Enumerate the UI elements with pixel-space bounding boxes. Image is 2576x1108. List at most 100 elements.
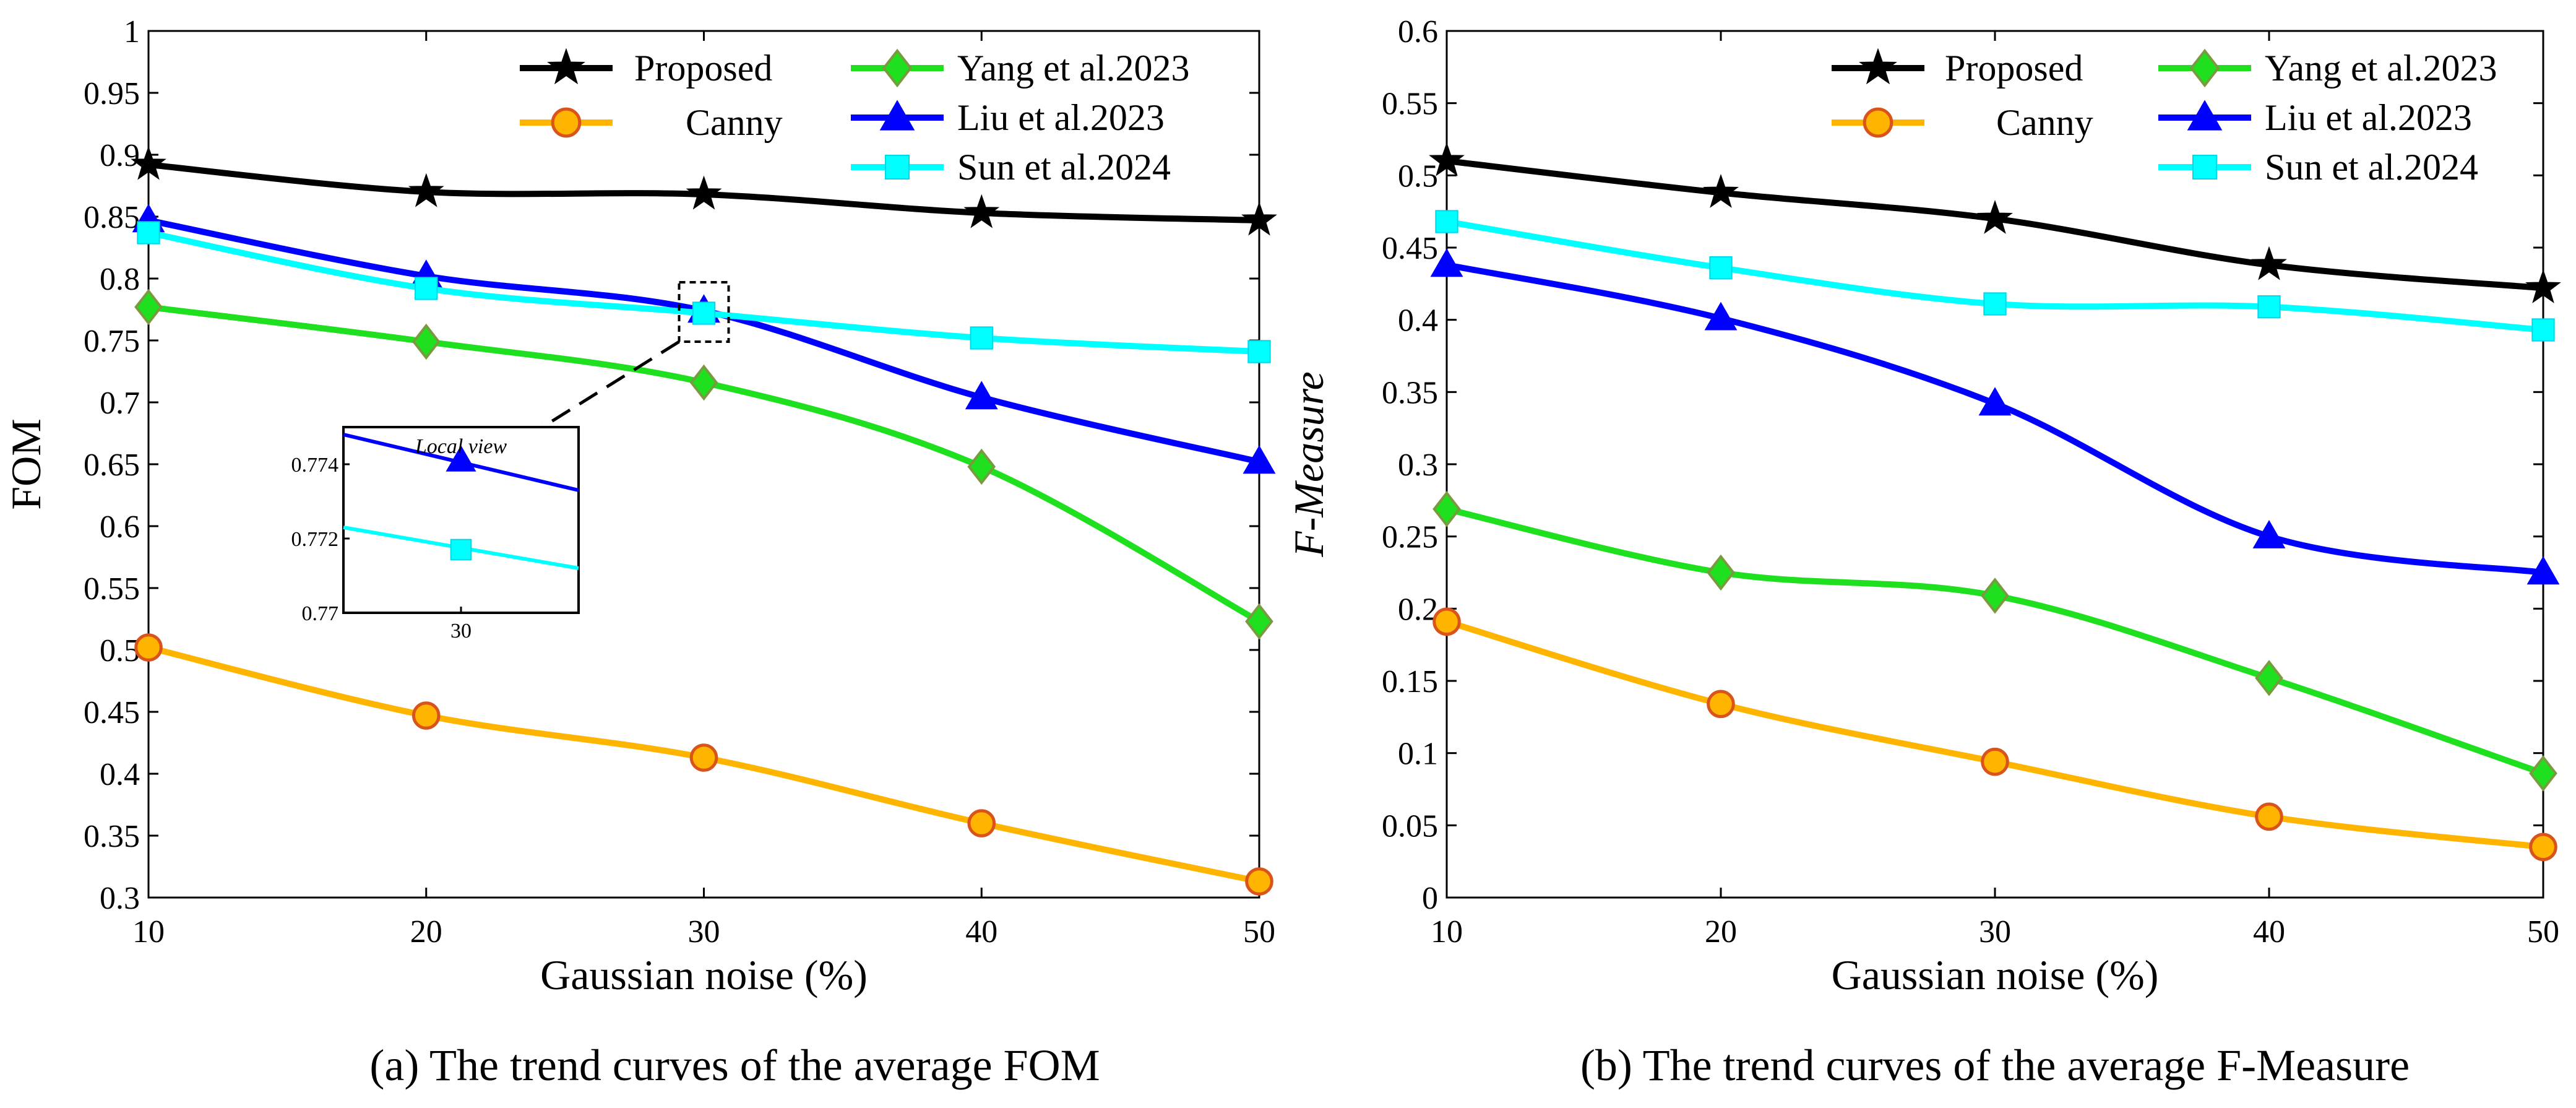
series-line-yang-et-al-2023 bbox=[1445, 506, 2544, 777]
data-point-liu-et-al-2023 bbox=[1430, 248, 1463, 277]
y-tick-label: 0.3 bbox=[1398, 448, 1438, 483]
y-tick-label: 0.35 bbox=[1382, 375, 1438, 410]
y-tick-label: 0.6 bbox=[100, 509, 140, 545]
legend-marker-liu-et-al-2023 bbox=[2187, 100, 2223, 131]
series-proposed bbox=[1429, 142, 2561, 303]
y-tick-label: 0.1 bbox=[1398, 737, 1438, 772]
data-point-sun-et-al-2024 bbox=[692, 301, 716, 325]
data-point-proposed bbox=[1429, 142, 1465, 176]
legend-label: Proposed bbox=[1945, 48, 2083, 89]
y-axis-label: FOM bbox=[2, 418, 50, 509]
inset-y-tick-label: 0.77 bbox=[302, 602, 339, 625]
series-sun-et-al-2024 bbox=[137, 221, 1271, 363]
data-point-liu-et-al-2023 bbox=[965, 381, 998, 410]
legend-label: Liu et al.2023 bbox=[2265, 97, 2472, 138]
data-point-proposed bbox=[2251, 246, 2287, 280]
legend-label: Sun et al.2024 bbox=[957, 147, 1171, 188]
y-tick-label: 0.05 bbox=[1382, 808, 1438, 844]
data-point-canny bbox=[134, 633, 163, 662]
data-point-liu-et-al-2023 bbox=[1978, 387, 2012, 416]
y-tick-label: 0.5 bbox=[100, 633, 140, 669]
series-sun-et-al-2024 bbox=[1435, 210, 2555, 342]
data-point-sun-et-al-2024 bbox=[2531, 318, 2555, 342]
panel-b-fmeasure-chart: 0 0.05 0.1 0.15 0.2 0.25 0.3 0.35 0.4 0.45 0.5 0.55… bbox=[1285, 14, 2561, 1090]
inset-x-tick-label: 30 bbox=[450, 620, 472, 643]
y-tick-label: 0.35 bbox=[84, 819, 140, 854]
legend-marker-canny bbox=[1863, 107, 1893, 138]
data-point-liu-et-al-2023 bbox=[2526, 556, 2560, 585]
series-proposed bbox=[131, 145, 1277, 236]
y-tick-label: 0.65 bbox=[84, 448, 140, 483]
data-point-liu-et-al-2023 bbox=[1243, 445, 1276, 474]
y-tick-label: 0 bbox=[1422, 881, 1438, 916]
y-tick-label: 0.95 bbox=[84, 76, 140, 111]
data-point-canny bbox=[689, 743, 718, 772]
panel-caption: (b) The trend curves of the average F-Me… bbox=[1580, 1041, 2410, 1090]
y-tick-label: 0.2 bbox=[1398, 592, 1438, 627]
data-point-yang-et-al-2023 bbox=[1707, 554, 1735, 591]
x-axis-label: Gaussian noise (%) bbox=[540, 951, 868, 998]
series-line-liu-et-al-2023 bbox=[148, 217, 1260, 465]
y-tick-label: 0.4 bbox=[100, 757, 140, 792]
data-point-sun-et-al-2024 bbox=[970, 326, 993, 350]
data-point-sun-et-al-2024 bbox=[1709, 256, 1733, 280]
data-point-proposed bbox=[1241, 201, 1277, 236]
data-point-sun-et-al-2024 bbox=[137, 221, 160, 245]
inset-y-tick-label: 0.774 bbox=[291, 454, 339, 477]
data-point-canny bbox=[2529, 833, 2557, 862]
x-tick-label: 20 bbox=[1705, 914, 1737, 950]
legend-item-canny: Canny bbox=[520, 102, 783, 143]
legend-label: Canny bbox=[1996, 102, 2093, 143]
data-point-yang-et-al-2023 bbox=[1981, 578, 2009, 614]
y-tick-label: 0.3 bbox=[100, 881, 140, 916]
legend-item-sun-et-al-2024: Sun et al.2024 bbox=[2158, 147, 2478, 188]
y-tick-label: 0.45 bbox=[84, 695, 140, 730]
y-tick-label: 0.7 bbox=[100, 386, 140, 421]
zoom-region-box bbox=[678, 281, 730, 343]
data-point-proposed bbox=[963, 194, 1000, 228]
y-tick-label: 0.55 bbox=[84, 571, 140, 607]
legend-marker-sun-et-al-2024 bbox=[2192, 154, 2218, 180]
legend-marker-yang-et-al-2023 bbox=[2189, 48, 2220, 88]
data-point-canny bbox=[1707, 690, 1735, 719]
series-line-canny bbox=[1445, 618, 2544, 850]
x-tick-label: 30 bbox=[1979, 914, 2011, 950]
data-point-proposed bbox=[2525, 269, 2561, 303]
inset-y-tick-label: 0.772 bbox=[291, 528, 339, 551]
legend-label: Yang et al.2023 bbox=[2265, 48, 2497, 89]
x-tick-label: 20 bbox=[410, 914, 442, 950]
data-point-yang-et-al-2023 bbox=[967, 448, 996, 485]
series-line-sun-et-al-2024 bbox=[148, 230, 1260, 355]
series-canny bbox=[1432, 607, 2557, 862]
x-tick-label: 40 bbox=[965, 914, 997, 950]
legend-item-canny: Canny bbox=[1832, 102, 2093, 143]
x-tick-label: 10 bbox=[132, 914, 165, 950]
data-point-yang-et-al-2023 bbox=[2529, 755, 2557, 792]
data-point-proposed bbox=[1703, 173, 1739, 208]
y-tick-label: 0.85 bbox=[84, 200, 140, 235]
y-tick-label: 0.25 bbox=[1382, 520, 1438, 555]
data-point-proposed bbox=[408, 173, 444, 207]
legend-item-proposed: Proposed bbox=[1832, 48, 2083, 89]
data-point-yang-et-al-2023 bbox=[689, 364, 718, 401]
x-tick-label: 40 bbox=[2253, 914, 2285, 950]
legend-marker-proposed bbox=[1859, 48, 1897, 85]
legend-marker-proposed bbox=[547, 48, 585, 85]
legend-item-proposed: Proposed bbox=[520, 48, 772, 89]
legend-item-liu-et-al-2023: Liu et al.2023 bbox=[851, 97, 1165, 138]
legend: Proposed Canny Yang et al.2023 Liu et al.20… bbox=[1832, 48, 2497, 188]
data-point-canny bbox=[967, 809, 996, 837]
x-tick-label: 50 bbox=[2527, 914, 2559, 950]
data-point-canny bbox=[1432, 607, 1461, 636]
data-point-canny bbox=[2255, 802, 2283, 831]
y-tick-label: 0.55 bbox=[1382, 87, 1438, 122]
inset-local-view: 0.77 0.772 0.774 30 Local view bbox=[291, 281, 730, 643]
x-axis-label: Gaussian noise (%) bbox=[1832, 951, 2159, 998]
legend-label: Sun et al.2024 bbox=[2265, 147, 2478, 188]
legend-item-yang-et-al-2023: Yang et al.2023 bbox=[851, 48, 1190, 89]
data-point-canny bbox=[1981, 747, 2009, 776]
y-tick-label: 0.4 bbox=[1398, 303, 1438, 339]
data-point-proposed bbox=[1977, 199, 2013, 234]
legend-label: Proposed bbox=[634, 48, 772, 89]
